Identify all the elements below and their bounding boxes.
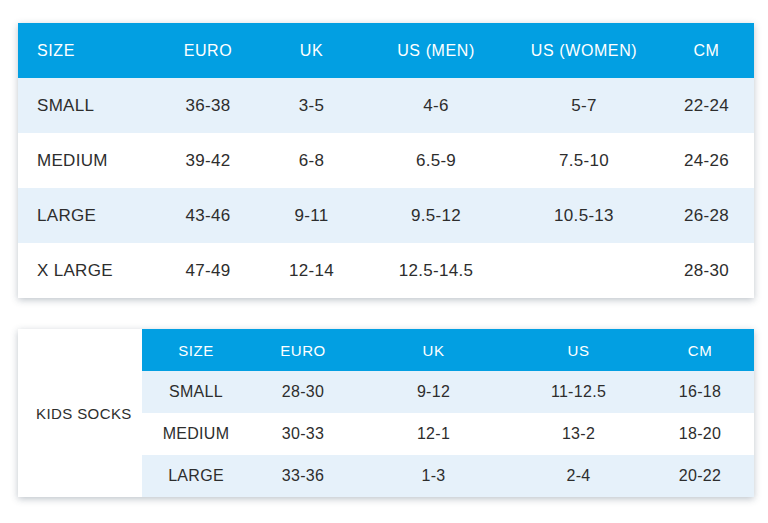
size-value-cell	[509, 243, 659, 298]
size-value-cell: 33-36	[250, 455, 356, 497]
size-value-cell: 12-1	[356, 413, 511, 455]
header-cell: CM	[659, 23, 754, 78]
kids-inner-table: SIZEEUROUKUSCM SMALL28-309-1211-12.516-1…	[142, 329, 754, 497]
size-value-cell: 4-6	[363, 78, 509, 133]
kids-size-table: KIDS SOCKS SIZEEUROUKUSCM SMALL28-309-12…	[18, 329, 754, 497]
size-value-cell: 28-30	[250, 371, 356, 413]
size-label-cell: X LARGE	[18, 243, 156, 298]
header-cell: SIZE	[18, 23, 156, 78]
header-cell: UK	[260, 23, 363, 78]
kids-table-body: SMALL28-309-1211-12.516-18MEDIUM30-3312-…	[142, 371, 754, 497]
header-cell: EURO	[156, 23, 260, 78]
size-value-cell: 1-3	[356, 455, 511, 497]
header-cell: EURO	[250, 329, 356, 371]
size-value-cell: 30-33	[250, 413, 356, 455]
header-cell: SIZE	[142, 329, 250, 371]
size-value-cell: 20-22	[646, 455, 754, 497]
size-value-cell: 13-2	[511, 413, 646, 455]
size-value-cell: 2-4	[511, 455, 646, 497]
header-cell: US (WOMEN)	[509, 23, 659, 78]
size-value-cell: 28-30	[659, 243, 754, 298]
size-value-cell: 10.5-13	[509, 188, 659, 243]
size-value-cell: 12-14	[260, 243, 363, 298]
table-row: X LARGE47-4912-1412.5-14.5 28-30	[18, 243, 754, 298]
size-label-cell: MEDIUM	[142, 413, 250, 455]
size-value-cell: 9-12	[356, 371, 511, 413]
table-row: SMALL28-309-1211-12.516-18	[142, 371, 754, 413]
adult-table-header-row: SIZEEUROUKUS (MEN)US (WOMEN)CM	[18, 23, 754, 78]
size-value-cell: 9.5-12	[363, 188, 509, 243]
kids-table-header-row: SIZEEUROUKUSCM	[142, 329, 754, 371]
table-row: MEDIUM39-426-86.5-97.5-1024-26	[18, 133, 754, 188]
header-cell: UK	[356, 329, 511, 371]
table-row: LARGE33-361-32-420-22	[142, 455, 754, 497]
size-value-cell: 22-24	[659, 78, 754, 133]
size-value-cell: 11-12.5	[511, 371, 646, 413]
size-value-cell: 7.5-10	[509, 133, 659, 188]
size-label-cell: LARGE	[18, 188, 156, 243]
header-cell: US (MEN)	[363, 23, 509, 78]
size-value-cell: 47-49	[156, 243, 260, 298]
size-value-cell: 12.5-14.5	[363, 243, 509, 298]
adult-table-body: SMALL36-383-54-65-722-24MEDIUM39-426-86.…	[18, 78, 754, 298]
table-row: LARGE43-469-119.5-1210.5-1326-28	[18, 188, 754, 243]
size-value-cell: 39-42	[156, 133, 260, 188]
size-value-cell: 36-38	[156, 78, 260, 133]
size-label-cell: LARGE	[142, 455, 250, 497]
header-cell: US	[511, 329, 646, 371]
table-row: MEDIUM30-3312-113-218-20	[142, 413, 754, 455]
size-value-cell: 6-8	[260, 133, 363, 188]
size-label-cell: SMALL	[18, 78, 156, 133]
size-label-cell: MEDIUM	[18, 133, 156, 188]
table-row: SMALL36-383-54-65-722-24	[18, 78, 754, 133]
size-value-cell: 5-7	[509, 78, 659, 133]
size-value-cell: 18-20	[646, 413, 754, 455]
size-value-cell: 3-5	[260, 78, 363, 133]
size-value-cell: 24-26	[659, 133, 754, 188]
kids-table-label: KIDS SOCKS	[18, 329, 142, 497]
adult-size-table: SIZEEUROUKUS (MEN)US (WOMEN)CM SMALL36-3…	[18, 23, 754, 298]
size-value-cell: 6.5-9	[363, 133, 509, 188]
size-value-cell: 9-11	[260, 188, 363, 243]
size-chart-page: SIZEEUROUKUS (MEN)US (WOMEN)CM SMALL36-3…	[0, 0, 768, 523]
size-value-cell: 43-46	[156, 188, 260, 243]
size-value-cell: 26-28	[659, 188, 754, 243]
size-label-cell: SMALL	[142, 371, 250, 413]
size-value-cell: 16-18	[646, 371, 754, 413]
header-cell: CM	[646, 329, 754, 371]
